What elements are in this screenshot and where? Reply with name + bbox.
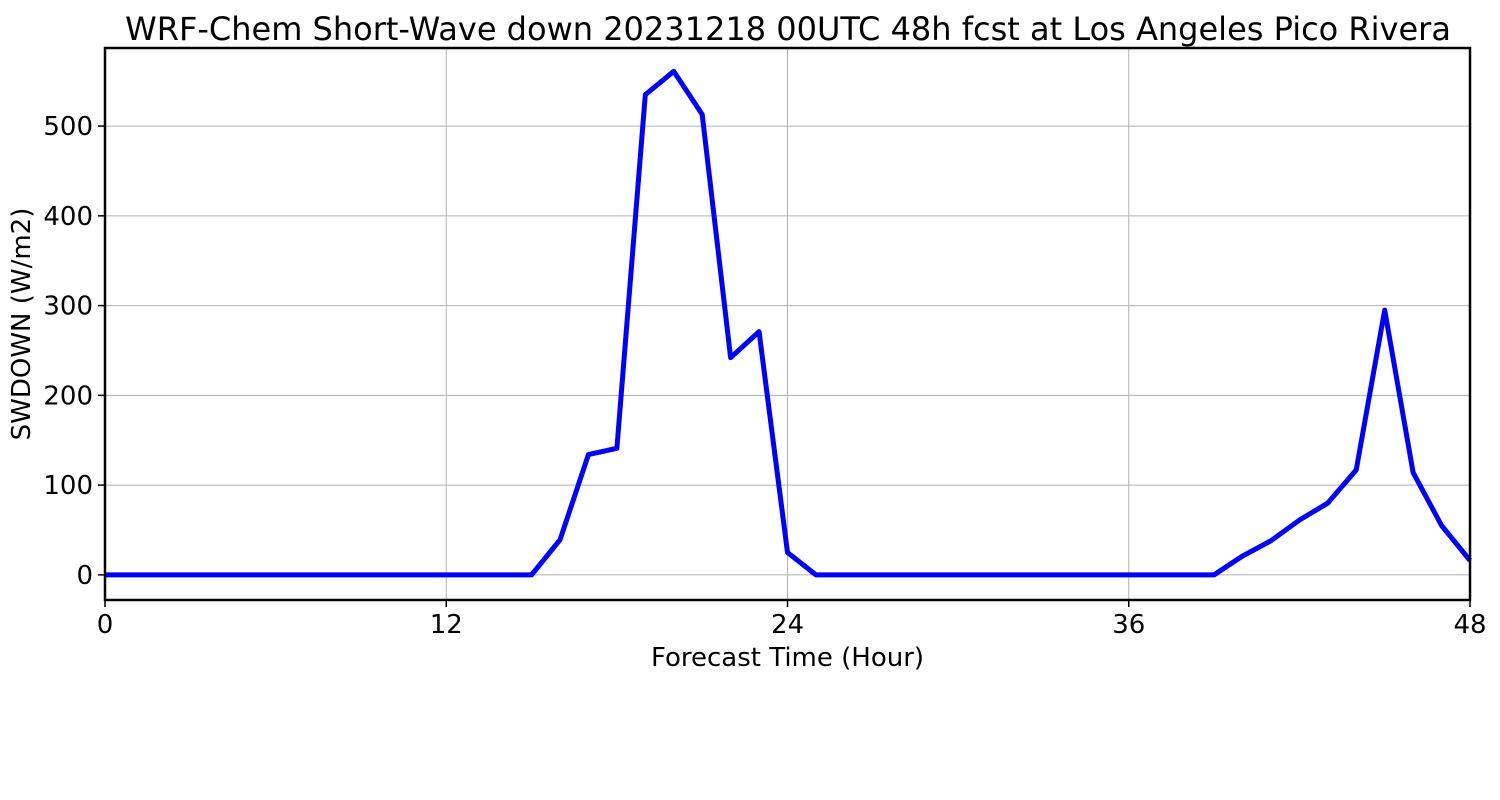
y-tick-label: 500 (43, 112, 93, 142)
series-layer (105, 68, 1472, 578)
x-tick-label: 12 (430, 610, 463, 640)
y-tick-label: 300 (43, 292, 93, 322)
ticks: 0 12 24 36 48 0 100 200 300 400 500 (43, 112, 1486, 640)
y-axis-label: SWDOWN (W/m2) (7, 208, 37, 441)
y-tick-label: 200 (43, 381, 93, 411)
x-tick-label: 48 (1453, 610, 1486, 640)
y-tick-label: 0 (76, 561, 93, 591)
y-tick-label: 100 (43, 471, 93, 501)
x-axis-label: Forecast Time (Hour) (651, 643, 924, 673)
chart-title: WRF-Chem Short-Wave down 20231218 00UTC … (125, 10, 1451, 48)
x-tick-label: 0 (97, 610, 114, 640)
y-tick-label: 400 (43, 202, 93, 232)
x-tick-label: 36 (1112, 610, 1145, 640)
x-tick-label: 24 (771, 610, 804, 640)
series-line (105, 68, 1472, 578)
